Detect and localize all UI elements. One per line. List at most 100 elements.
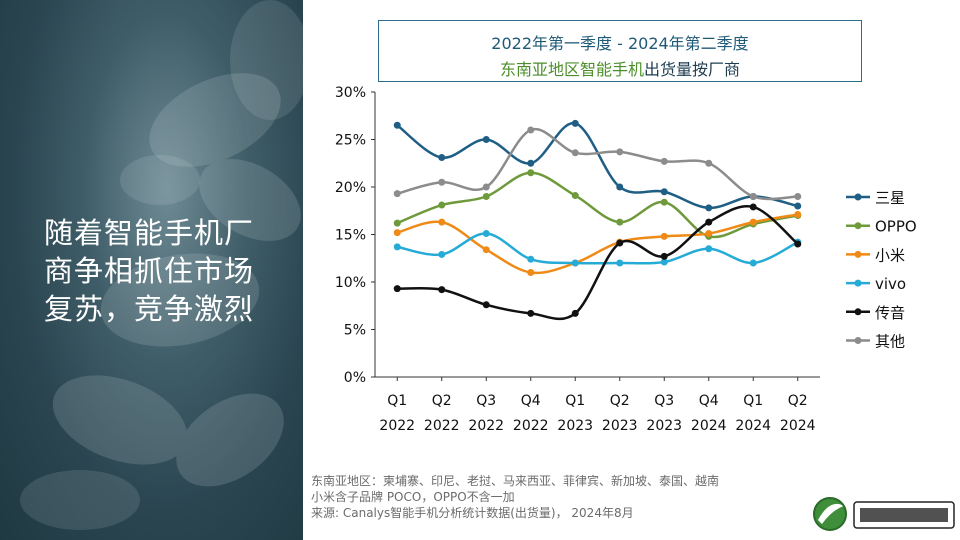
data-point: [393, 219, 401, 227]
footnote-line: 小米含子品牌 POCO，OPPO不含一加: [311, 490, 515, 504]
left-panel: 随着智能手机厂 商争相抓住市场 复苏，竞争激烈: [0, 0, 303, 540]
y-tick-label: 5%: [344, 323, 366, 339]
chart-series-lines: [393, 119, 802, 321]
footnote-line: 东南亚地区：柬埔寨、印尼、老挝、马来西亚、菲律宾、新加坡、泰国、越南: [311, 474, 720, 488]
data-point: [482, 246, 490, 254]
legend-swatch-marker: [854, 250, 862, 258]
x-tick-label-year: 2024: [780, 418, 816, 434]
data-point: [438, 178, 446, 186]
x-tick-label-year: 2024: [691, 418, 727, 434]
chart-title-metric: 出货量按厂商: [644, 60, 741, 79]
data-point: [660, 252, 668, 260]
y-tick-label: 10%: [335, 275, 366, 291]
legend-label: 传音: [875, 304, 905, 322]
series-line: [396, 232, 799, 265]
data-point: [571, 149, 579, 157]
legend-swatch-marker: [854, 337, 862, 344]
legend-label: vivo: [875, 275, 906, 293]
data-point: [705, 245, 713, 253]
data-point: [482, 136, 490, 143]
data-point: [616, 259, 624, 267]
data-point: [660, 258, 668, 266]
legend-label: 其他: [875, 333, 905, 351]
data-point: [393, 285, 401, 293]
x-tick-label-quarter: Q4: [699, 393, 719, 409]
x-tick-label-quarter: Q4: [521, 393, 541, 409]
data-point: [794, 202, 802, 210]
data-point: [527, 169, 535, 177]
data-point: [616, 218, 624, 226]
chart-title-box: 2022年第一季度 - 2024年第二季度 东南亚地区智能手机出货量按厂商: [378, 20, 862, 82]
x-tick-label-year: 2022: [424, 418, 460, 434]
data-point: [794, 240, 802, 248]
y-tick-label: 20%: [335, 180, 366, 196]
line-chart: 0% 5% 10% 15% 20% 25% 30% Q1 2022 Q2 2022 Q3 2022 Q4…: [335, 85, 917, 434]
legend-swatch-marker: [854, 193, 862, 201]
data-point: [705, 218, 713, 226]
legend-label: OPPO: [875, 218, 917, 236]
data-point: [482, 230, 490, 238]
data-point: [527, 159, 535, 167]
data-point: [749, 203, 757, 211]
footnote-line: 来源: Canalys智能手机分析统计数据(出货量)， 2024年8月: [311, 506, 634, 520]
data-point: [527, 126, 535, 134]
data-point: [393, 190, 401, 198]
x-axis-labels: Q1 2022 Q2 2022 Q3 2022 Q4 2022 Q1 2023 Q2 2023 Q3 20…: [379, 377, 816, 434]
headline-line: 复苏，竞争激烈: [44, 292, 255, 326]
x-tick-label-year: 2023: [646, 418, 682, 434]
data-point: [749, 193, 757, 200]
x-tick-label-year: 2022: [513, 418, 549, 434]
legend-swatch-marker: [854, 308, 862, 316]
x-tick-label-year: 2023: [557, 418, 593, 434]
series-line: [396, 171, 798, 239]
legend-label: 小米: [875, 246, 905, 264]
data-point: [438, 154, 446, 162]
data-point: [571, 119, 579, 127]
data-point: [438, 286, 446, 294]
series-line: [396, 127, 798, 201]
data-point: [527, 309, 535, 317]
x-tick-label-quarter: Q1: [743, 393, 763, 409]
x-tick-label-quarter: Q2: [432, 393, 452, 409]
x-tick-label-quarter: Q2: [788, 393, 808, 409]
headline-line: 随着智能手机厂: [44, 216, 255, 250]
x-tick-label-year: 2023: [602, 418, 638, 434]
series-line: [397, 204, 799, 321]
chart-axes: 0% 5% 10% 15% 20% 25% 30%: [335, 85, 820, 386]
data-point: [393, 229, 401, 237]
watermark-logo: [813, 497, 955, 531]
flower-background-image: [20, 0, 303, 530]
data-point: [527, 269, 535, 276]
chart-title-line2: 东南亚地区智能手机出货量按厂商: [379, 56, 861, 80]
x-tick-label-year: 2022: [468, 418, 504, 434]
data-point: [616, 239, 624, 247]
data-point: [482, 301, 490, 309]
x-tick-label-year: 2022: [379, 418, 415, 434]
legend-swatch-marker: [854, 222, 862, 230]
data-point: [749, 218, 757, 226]
data-point: [616, 148, 624, 156]
data-point: [749, 259, 757, 267]
data-point: [571, 192, 579, 200]
x-tick-label-year: 2024: [735, 418, 771, 434]
data-point: [438, 201, 446, 209]
data-point: [571, 309, 579, 317]
data-point: [527, 255, 535, 263]
x-tick-label-quarter: Q3: [654, 393, 674, 409]
data-point: [393, 121, 401, 129]
data-point: [705, 204, 713, 212]
legend-label: 三星: [875, 189, 905, 207]
y-tick-label: 25%: [335, 133, 366, 149]
y-tick-label: 0%: [344, 370, 366, 386]
y-tick-label: 15%: [335, 228, 366, 244]
chart-title-region: 东南亚地区智能手机: [499, 60, 644, 79]
data-point: [616, 183, 624, 191]
x-tick-label-quarter: Q2: [610, 393, 630, 409]
headline-line: 商争相抓住市场: [44, 254, 255, 288]
headline: 随着智能手机厂 商争相抓住市场 复苏，竞争激烈: [44, 214, 294, 328]
x-tick-label-quarter: Q3: [476, 393, 496, 409]
data-point: [571, 259, 579, 267]
data-point: [482, 183, 490, 191]
y-tick-label: 30%: [335, 85, 366, 101]
